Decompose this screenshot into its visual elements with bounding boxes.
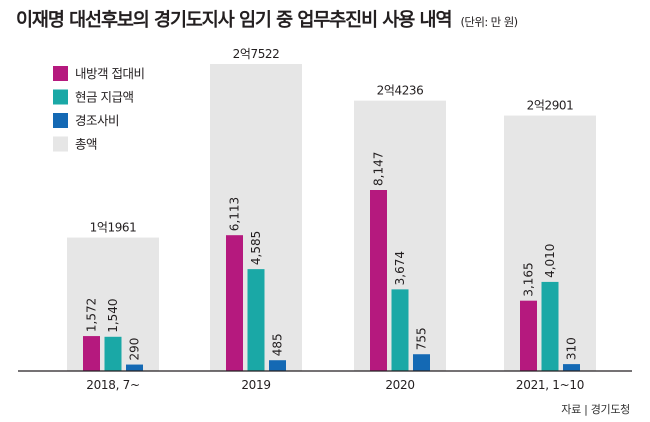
x-tick-label: 2020 [385,378,414,392]
bar-cash [541,281,559,371]
source-note: 자료 | 경기도청 [561,403,630,416]
bar-value-label: 1,540 [106,298,120,332]
bar-value-label: 4,585 [249,231,263,265]
bar-reception [520,300,537,371]
x-tick-label: 2018, 7~ [86,378,139,392]
bar-reception [83,336,100,371]
total-label: 2억4236 [377,84,424,98]
bar-condolence [563,364,580,371]
bar-value-label: 3,674 [393,251,407,285]
bar-condolence [413,354,430,371]
legend-swatch [53,136,68,152]
legend-label: 내방객 접대비 [75,66,144,81]
chart-title: 이재명 대선후보의 경기도지사 임기 중 업무추진비 사용 내역 [16,10,452,31]
bar-value-label: 8,147 [372,152,386,186]
bar-value-label: 310 [565,337,579,360]
total-label: 2억7522 [233,47,280,61]
bar-cash [391,289,409,371]
legend-swatch [53,113,68,128]
bar-value-label: 755 [415,327,429,350]
bar-value-label: 6,113 [228,197,242,231]
legend-label: 현금 지급액 [75,90,133,105]
bar-reception [226,235,243,371]
title-row: 이재명 대선후보의 경기도지사 임기 중 업무추진비 사용 내역 (단위: 만 … [16,6,518,32]
bar-condolence [126,364,143,371]
total-label: 2억2901 [527,99,574,113]
bar-reception [370,190,387,371]
legend-swatch [53,89,68,105]
bar-value-label: 1,572 [85,298,99,332]
total-label: 1억1961 [90,221,137,235]
unit-label: (단위: 만 원) [460,15,518,29]
bar-value-label: 4,010 [543,244,557,278]
bar-condolence [269,360,286,371]
bar-cash [247,269,265,371]
bar-value-label: 485 [271,333,285,356]
legend-label: 총액 [75,137,97,152]
x-tick-label: 2021, 1~10 [516,378,584,392]
bar-value-label: 290 [128,338,142,361]
bar-cash [104,336,122,371]
x-tick-label: 2019 [241,378,270,392]
bar-value-label: 3,165 [522,262,536,296]
legend-label: 경조사비 [75,113,119,128]
legend-swatch [53,66,68,81]
